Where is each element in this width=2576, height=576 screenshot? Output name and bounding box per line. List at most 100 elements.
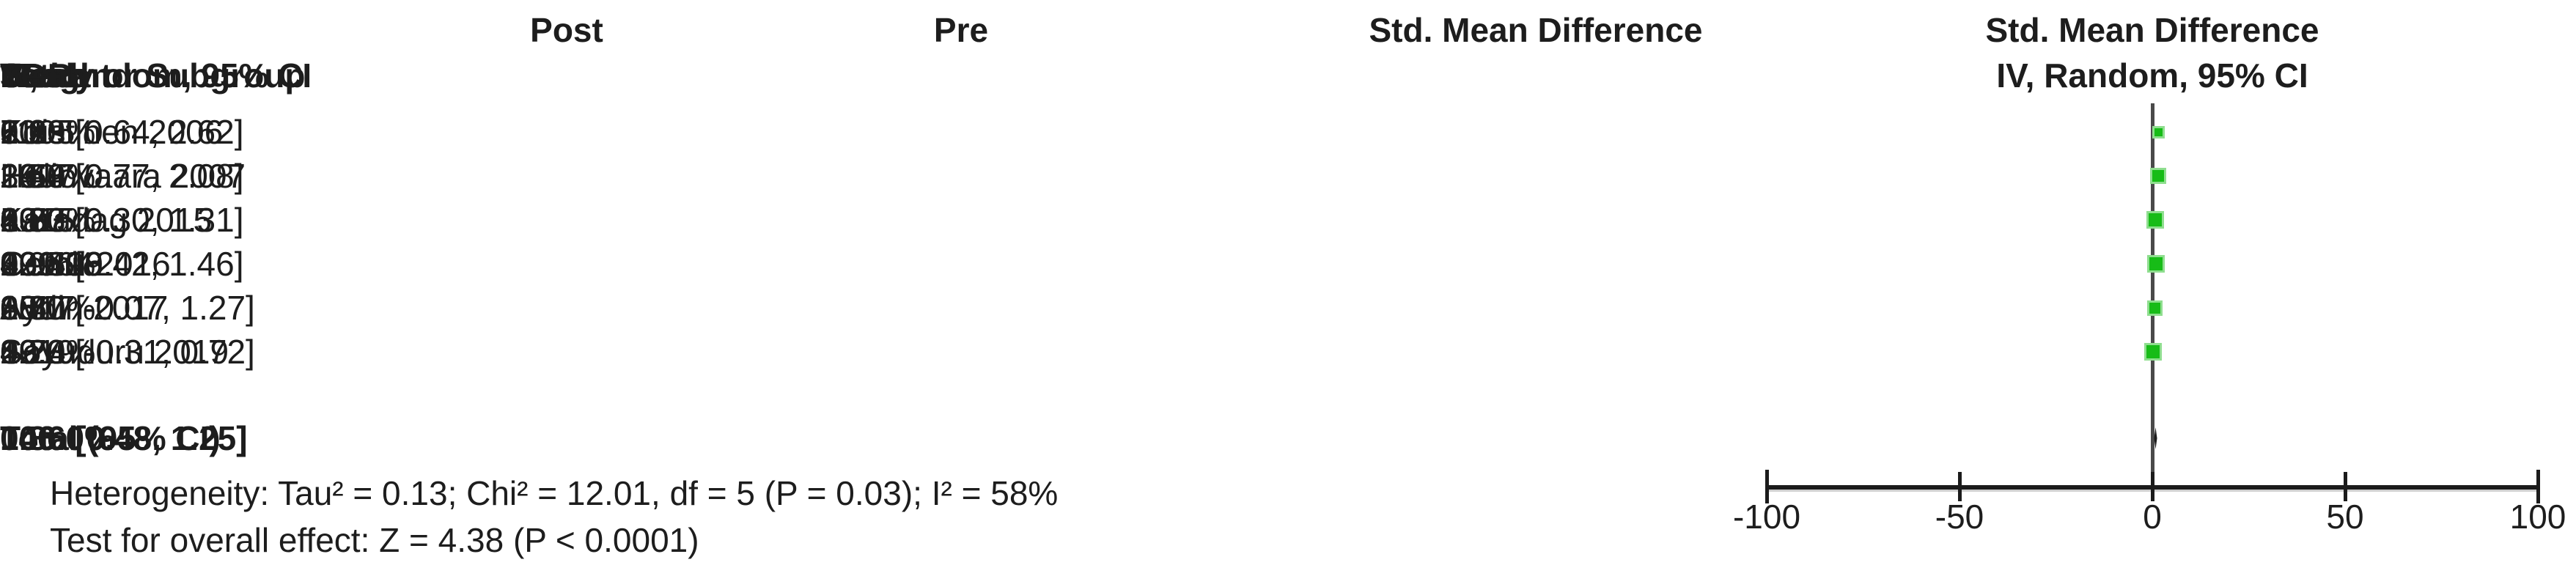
total-pre-total: 146: [0, 419, 56, 457]
zero-effect-line: [2151, 103, 2154, 487]
cell-weight: 19.3%: [0, 333, 96, 371]
column-header-post-total: Total: [0, 56, 78, 95]
cell-post-sd: 3.6: [0, 157, 47, 195]
total-post-total: 146: [0, 419, 56, 457]
cell-weight: 10.0%: [0, 113, 96, 151]
cell-pre-mean: 5.3: [0, 113, 47, 151]
study-marker: [2152, 125, 2165, 139]
cell-post-mean: 29.4: [0, 157, 66, 195]
axis-tick: [2151, 472, 2154, 501]
cell-study: Koistinen 2006: [0, 113, 224, 151]
cell-year: 2016: [0, 245, 76, 283]
plot-header-line2: IV, Random, 95% CI: [1996, 56, 2308, 95]
column-header-year: Year: [0, 56, 72, 95]
cell-pre-sd: 3.8: [0, 289, 47, 327]
cell-pre-total: 18: [0, 289, 38, 327]
table-row: Koistinen 2006 7.1 1.2 11 5.3 0.9 11 10.…: [0, 110, 2576, 154]
cell-study: Karadag 2015: [0, 201, 213, 239]
overall-effect-text: Test for overall effect: Z = 4.38 (P < 0…: [50, 521, 699, 559]
cell-study: Aydin 2017: [0, 289, 169, 327]
group-header-pre: Pre: [933, 11, 989, 49]
cell-year: 2005: [0, 113, 76, 151]
cell-post-total: 23: [0, 157, 38, 195]
study-marker: [2146, 211, 2165, 229]
cell-pre-mean: 6.5: [0, 289, 47, 327]
cell-pre-sd: 2.3: [0, 201, 47, 239]
cell-post-total: 33: [0, 201, 38, 239]
cell-pre-sd: 0.9: [0, 113, 47, 151]
cell-smd-ci: 0.60 [-0.07, 1.27]: [0, 289, 255, 327]
axis-tick-label: -100: [1732, 498, 1801, 536]
cell-study: Cemil 2016: [0, 245, 171, 283]
cell-post-mean: 13.3: [0, 333, 66, 371]
cell-weight: 19.7%: [0, 201, 96, 239]
cell-year: 2015: [0, 201, 76, 239]
axis-tick-label: 50: [2326, 498, 2364, 536]
cell-pre-total: 29: [0, 333, 38, 371]
heterogeneity-text: Heterogeneity: Tau² = 0.13; Chi² = 12.01…: [50, 474, 1059, 512]
column-header-iv-ci: IV, Random, 95% CI: [0, 56, 312, 95]
overall-effect-row: Test for overall effect: Z = 4.38 (P < 0…: [0, 518, 2576, 562]
table-row: Soyuduru 2019 13.3 4.7 29 12.4 4 29 19.3…: [0, 330, 2576, 374]
column-header-post-sd: SD: [0, 56, 47, 95]
axis-tick: [2536, 470, 2540, 503]
cell-pre-total: 33: [0, 201, 38, 239]
cell-pre-mean: 12.4: [0, 333, 66, 371]
column-header-study: Study or Subgroup: [0, 56, 306, 95]
axis-tick: [2344, 472, 2347, 501]
study-marker: [2149, 168, 2166, 184]
study-marker: [2144, 343, 2163, 361]
cell-smd-ci: 0.20 [-0.31, 0.72]: [0, 333, 255, 371]
cell-study: Heliövaara 2007: [0, 157, 246, 195]
axis-tick: [1765, 470, 1769, 503]
table-row: Cemil 2016 409.18 409.09 32 93.59 230.96…: [0, 242, 2576, 286]
cell-smd-ci: 0.80 [0.30, 1.31]: [0, 201, 244, 239]
table-row: Aydin 2017 8.7 3.4 18 6.5 3.8 18 15.7% 0…: [0, 286, 2576, 330]
cell-pre-mean: 24.9: [0, 157, 66, 195]
study-marker: [2146, 255, 2165, 273]
cell-post-mean: 6.73: [0, 201, 66, 239]
cell-post-sd: 4.7: [0, 333, 47, 371]
table-row: Heliövaara 2007 29.4 3.6 23 24.9 2.5 23 …: [0, 154, 2576, 198]
cell-post-mean: 7.1: [0, 113, 47, 151]
cell-post-total: 18: [0, 289, 38, 327]
cell-post-sd: 3.6: [0, 201, 47, 239]
total-label: Total (95% CI): [0, 419, 221, 457]
cell-smd-ci: 1.43 [0.77, 2.08]: [0, 157, 244, 195]
cell-pre-sd: 2.5: [0, 157, 47, 195]
cell-post-total: 11: [0, 113, 35, 151]
column-header-pre-sd: SD: [0, 56, 47, 95]
heterogeneity-row: Heterogeneity: Tau² = 0.13; Chi² = 12.01…: [0, 471, 2576, 515]
group-header-smd: Std. Mean Difference: [1369, 11, 1703, 49]
cell-pre-mean: 4.27: [0, 201, 66, 239]
total-diamond: [2154, 427, 2157, 449]
cell-post-mean: 8.7: [0, 289, 47, 327]
cell-post-total: 32: [0, 245, 38, 283]
cell-pre-total: 23: [0, 157, 38, 195]
study-marker: [2146, 300, 2163, 316]
cell-year: 2019: [0, 333, 76, 371]
cell-smd-ci: 1.63 [0.64, 2.62]: [0, 113, 244, 151]
plot-header-line1: Std. Mean Difference: [1985, 11, 2319, 49]
cell-weight: 15.7%: [0, 289, 96, 327]
group-header-row: Post Pre Std. Mean Difference Std. Mean …: [0, 8, 2576, 52]
axis-tick: [1958, 472, 1962, 501]
cell-pre-sd: 4: [0, 333, 19, 371]
cell-smd-ci: 0.94 [0.42, 1.46]: [0, 245, 244, 283]
cell-study: Soyuduru 2019: [0, 333, 229, 371]
cell-year: 2017: [0, 289, 76, 327]
column-header-row: Study or Subgroup Mean SD Total Mean SD …: [0, 53, 2576, 97]
cell-weight: 19.3%: [0, 245, 96, 283]
cell-post-total: 29: [0, 333, 38, 371]
column-header-pre-mean: Mean: [0, 56, 87, 95]
cell-year: 2007: [0, 157, 76, 195]
cell-pre-total: 32: [0, 245, 38, 283]
table-row: Karadag 2015 6.73 3.6 33 4.27 2.3 33 19.…: [0, 198, 2576, 242]
cell-post-sd: 3.4: [0, 289, 47, 327]
column-header-post-mean: Mean: [0, 56, 87, 95]
axis-tick-label: -50: [1935, 498, 1984, 536]
cell-post-sd: 409.09: [0, 245, 103, 283]
total-row: Total (95% CI) 146 146 100.0% 0.86 [0.48…: [0, 416, 2576, 460]
